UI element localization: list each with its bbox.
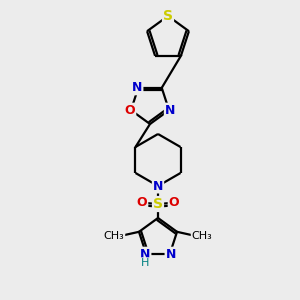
Text: N: N xyxy=(132,81,142,94)
Text: O: O xyxy=(169,196,179,209)
Text: N: N xyxy=(140,248,150,261)
Text: N: N xyxy=(165,104,175,117)
Text: CH₃: CH₃ xyxy=(192,231,212,241)
Text: S: S xyxy=(153,197,163,211)
Text: H: H xyxy=(141,258,149,268)
Text: O: O xyxy=(137,196,147,209)
Text: N: N xyxy=(166,248,176,261)
Text: CH₃: CH₃ xyxy=(103,231,124,241)
Text: S: S xyxy=(163,9,173,23)
Text: O: O xyxy=(125,104,135,117)
Text: N: N xyxy=(153,179,163,193)
